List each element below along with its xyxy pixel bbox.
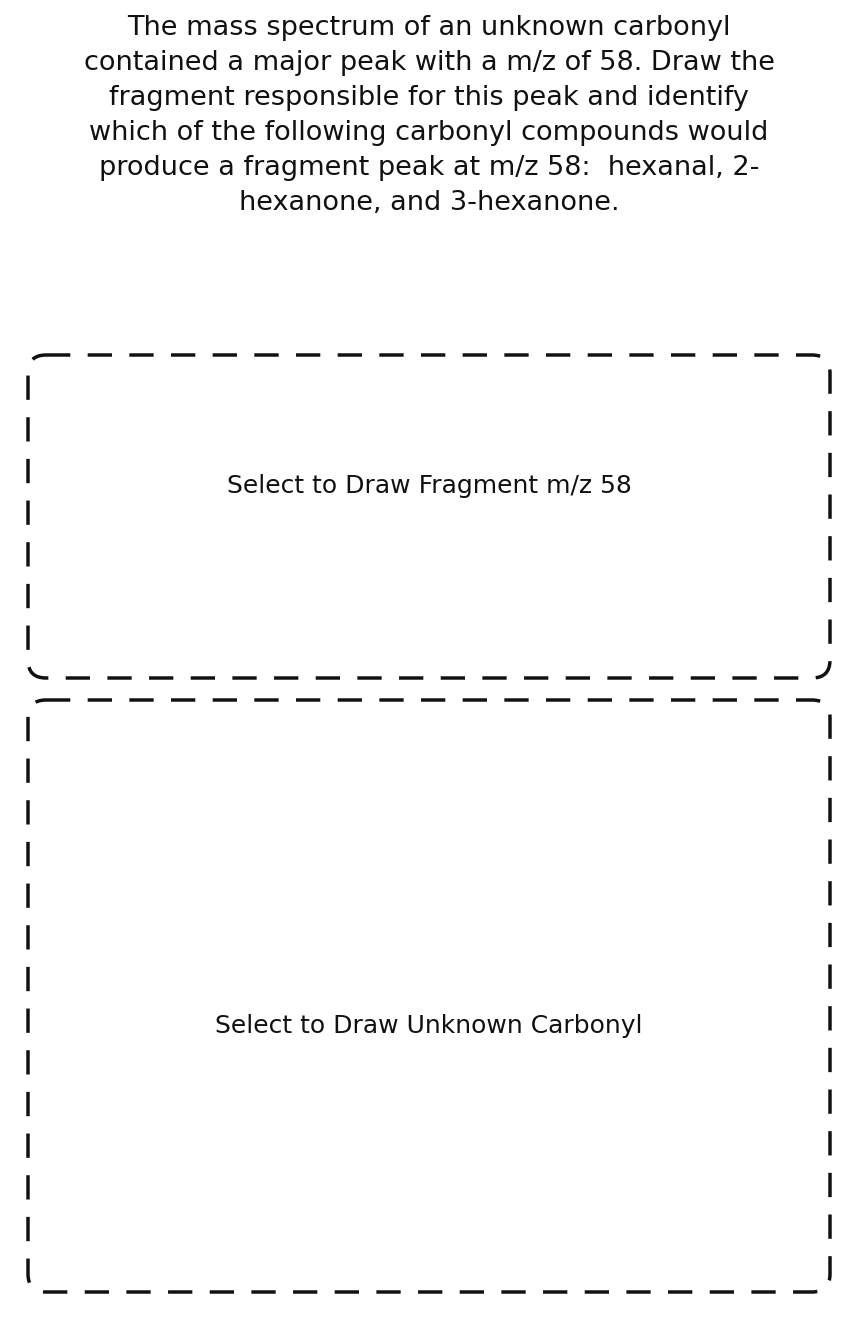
Text: Select to Draw Fragment m/z 58: Select to Draw Fragment m/z 58 — [227, 474, 631, 498]
Text: The mass spectrum of an unknown carbonyl
contained a major peak with a m/z of 58: The mass spectrum of an unknown carbonyl… — [83, 15, 775, 216]
Text: Select to Draw Unknown Carbonyl: Select to Draw Unknown Carbonyl — [215, 1014, 643, 1038]
